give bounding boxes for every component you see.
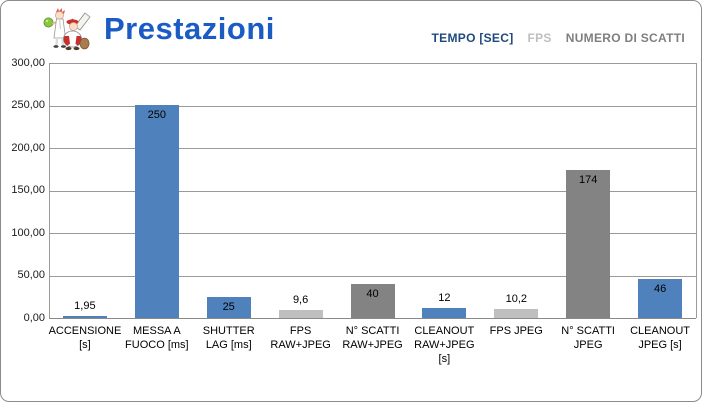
x-axis-category-line: JPEG	[573, 339, 603, 351]
bar-scatti	[350, 284, 395, 318]
legend-item-fps: FPS	[527, 31, 552, 45]
x-axis-category-line: RAW+JPEG	[342, 339, 403, 351]
x-axis-category-line: RAW+JPEG	[270, 339, 331, 351]
bar-value-label: 1,95	[74, 300, 96, 312]
x-axis-category-label: FPS RAW+JPEG	[259, 324, 343, 352]
x-axis-category-label: SHUTTER LAG [ms]	[187, 324, 271, 352]
x-axis-category-line: N° SCATTI	[345, 325, 400, 337]
x-axis-category-line: RAW+JPEG	[414, 339, 475, 351]
x-axis-line	[49, 318, 696, 319]
x-axis-category-line: SHUTTER	[202, 325, 255, 337]
bar-value-label: 46	[653, 283, 667, 295]
x-axis-category-line: JPEG [s]	[638, 339, 682, 351]
x-axis-category-line: [s]	[79, 339, 91, 351]
x-axis-category-line: CLEANOUT	[414, 325, 475, 337]
bar-value-label: 174	[579, 174, 598, 186]
x-axis-category-line: [s]	[438, 353, 451, 365]
x-axis-category-line: MESSA A	[132, 325, 181, 337]
x-axis-category-label: CLEANOUT RAW+JPEG [s]	[402, 324, 486, 366]
x-axis-category-line: CLEANOUT	[630, 325, 690, 337]
y-axis-tick-label: 250,00	[11, 99, 45, 111]
gridline	[49, 233, 696, 234]
y-axis-tick-label: 300,00	[11, 56, 45, 69]
bar-tempo	[422, 308, 467, 318]
bar-value-label: 10,2	[505, 293, 527, 305]
cartoon-mascot-icon	[43, 8, 91, 51]
x-axis-category-label: FPS JPEG	[474, 324, 558, 338]
x-axis-category-line: N° SCATTI	[561, 325, 615, 337]
bar-value-label: 12	[438, 292, 451, 304]
bar-value-label: 40	[366, 288, 379, 300]
bar-value-label: 9,6	[292, 294, 309, 306]
x-axis-category-line: FPS	[289, 325, 312, 337]
gridline	[49, 105, 696, 107]
bar-tempo	[206, 297, 251, 318]
bar-tempo	[134, 105, 179, 318]
y-axis-tick-label: 150,00	[11, 184, 45, 196]
bar-value-label: 250	[147, 109, 166, 121]
bar-tempo	[62, 316, 107, 318]
y-axis-tick-label: 200,00	[11, 141, 45, 154]
x-axis-category-label: CLEANOUT JPEG [s]	[618, 324, 701, 352]
x-axis-category-line: ACCENSIONE	[48, 325, 122, 337]
y-axis-tick-label: 100,00	[11, 226, 45, 239]
x-axis-category-label: N° SCATTI JPEG	[546, 324, 630, 352]
x-axis-category-line: FUOCO [ms]	[125, 339, 189, 351]
x-axis-category-line: LAG [ms]	[205, 339, 252, 351]
legend-item-scatti: NUMERO DI SCATTI	[565, 31, 685, 45]
x-axis-category-label: ACCENSIONE [s]	[43, 324, 127, 352]
legend-item-tempo: TEMPO [SEC]	[431, 31, 514, 45]
x-axis-category-label: MESSA A FUOCO [ms]	[115, 324, 199, 352]
gridline	[49, 148, 696, 149]
gridline	[49, 63, 696, 64]
bar-tempo	[638, 279, 683, 318]
plot-border	[696, 63, 697, 318]
y-axis-tick-label: 50,00	[17, 269, 45, 281]
bar-fps	[278, 310, 323, 318]
chart-title: Prestazioni	[104, 11, 275, 46]
bar-scatti	[566, 170, 611, 318]
gridline	[49, 190, 696, 192]
chart-legend: TEMPO [SEC] FPS NUMERO DI SCATTI	[432, 31, 685, 45]
x-axis-category-line: FPS JPEG	[489, 325, 543, 337]
gridline	[49, 275, 696, 277]
bar-fps	[494, 309, 539, 318]
bar-value-label: 25	[222, 301, 235, 313]
y-axis-tick-label: 0,00	[23, 311, 45, 324]
x-axis-category-label: N° SCATTI RAW+JPEG	[331, 324, 415, 352]
